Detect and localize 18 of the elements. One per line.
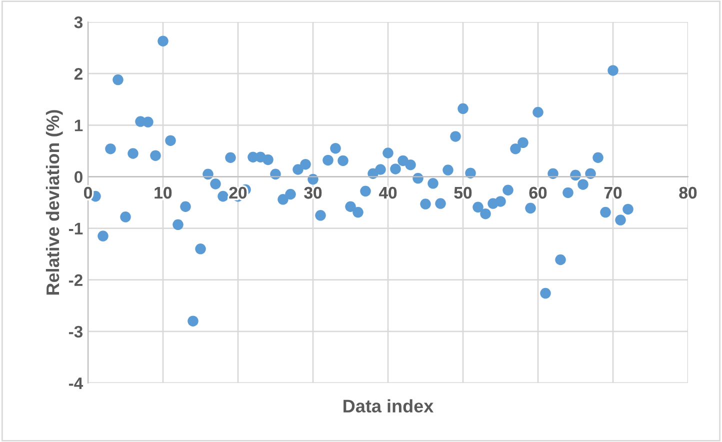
y-tick-label: 3 bbox=[74, 16, 83, 28]
y-tick-label: -1 bbox=[68, 222, 83, 234]
x-tick-label: 30 bbox=[304, 186, 322, 199]
y-tick-label: -2 bbox=[68, 274, 82, 286]
y-tick-label: 0 bbox=[74, 171, 82, 183]
x-tick-label: 40 bbox=[378, 186, 397, 199]
x-tick-label: 10 bbox=[154, 186, 172, 199]
x-tick-label: 80 bbox=[679, 186, 697, 199]
y-tick-label: 2 bbox=[74, 68, 82, 80]
x-tick-label: 60 bbox=[529, 186, 547, 199]
y-axis-title: Relative deviation (%) bbox=[46, 110, 63, 295]
y-tick-label: -4 bbox=[68, 378, 84, 390]
x-axis-title: Data index bbox=[344, 399, 434, 413]
x-tick-label: 50 bbox=[454, 186, 472, 199]
x-tick-label: 70 bbox=[604, 186, 622, 199]
y-tick-label: -3 bbox=[68, 326, 83, 338]
x-tick-label: 0 bbox=[84, 186, 92, 199]
y-tick-label: 1 bbox=[74, 120, 83, 132]
